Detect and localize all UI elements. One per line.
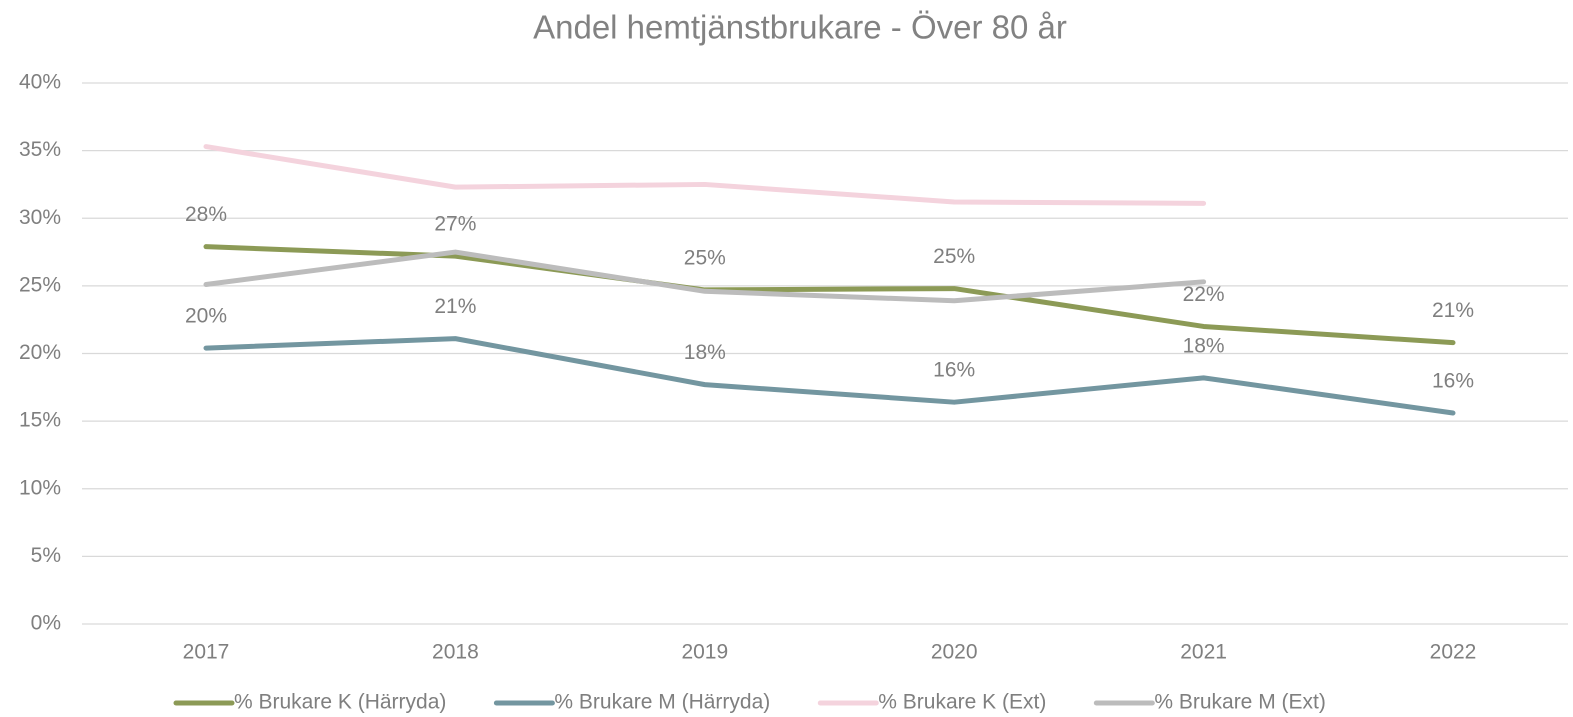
y-tick-label: 15% <box>19 409 61 432</box>
data-label: 27% <box>434 213 476 236</box>
data-label: 22% <box>1183 283 1225 306</box>
data-label: 16% <box>933 359 975 382</box>
series-line <box>203 144 1207 206</box>
x-tick-label: 2021 <box>1180 641 1227 664</box>
y-tick-label: 10% <box>19 476 61 499</box>
legend-label: % Brukare K (Härryda) <box>234 691 446 714</box>
legend-label: % Brukare K (Ext) <box>878 691 1046 714</box>
y-tick-label: 30% <box>19 206 61 229</box>
series-line <box>203 249 1207 304</box>
y-tick-label: 35% <box>19 138 61 161</box>
data-label: 25% <box>933 245 975 268</box>
data-label: 21% <box>434 295 476 318</box>
y-tick-label: 20% <box>19 341 61 364</box>
x-tick-label: 2020 <box>931 641 978 664</box>
x-tick-label: 2017 <box>183 641 230 664</box>
data-label: 20% <box>185 305 227 328</box>
data-label: 18% <box>684 341 726 364</box>
x-tick-label: 2022 <box>1430 641 1477 664</box>
data-label: 25% <box>684 246 726 269</box>
y-tick-label: 40% <box>19 71 61 94</box>
y-tick-label: 25% <box>19 273 61 296</box>
series-line <box>203 336 1456 416</box>
data-label: 16% <box>1432 370 1474 393</box>
chart-title: Andel hemtjänstbrukare - Över 80 år <box>533 9 1067 46</box>
data-label: 21% <box>1432 299 1474 322</box>
data-label: 28% <box>185 203 227 226</box>
series-line <box>203 244 1456 346</box>
y-tick-label: 5% <box>31 544 61 567</box>
data-label: 18% <box>1183 334 1225 357</box>
legend-label: % Brukare M (Ext) <box>1154 691 1326 714</box>
y-tick-label: 0% <box>31 612 61 635</box>
legend-label: % Brukare M (Härryda) <box>554 691 770 714</box>
x-tick-label: 2019 <box>681 641 728 664</box>
x-tick-label: 2018 <box>432 641 479 664</box>
